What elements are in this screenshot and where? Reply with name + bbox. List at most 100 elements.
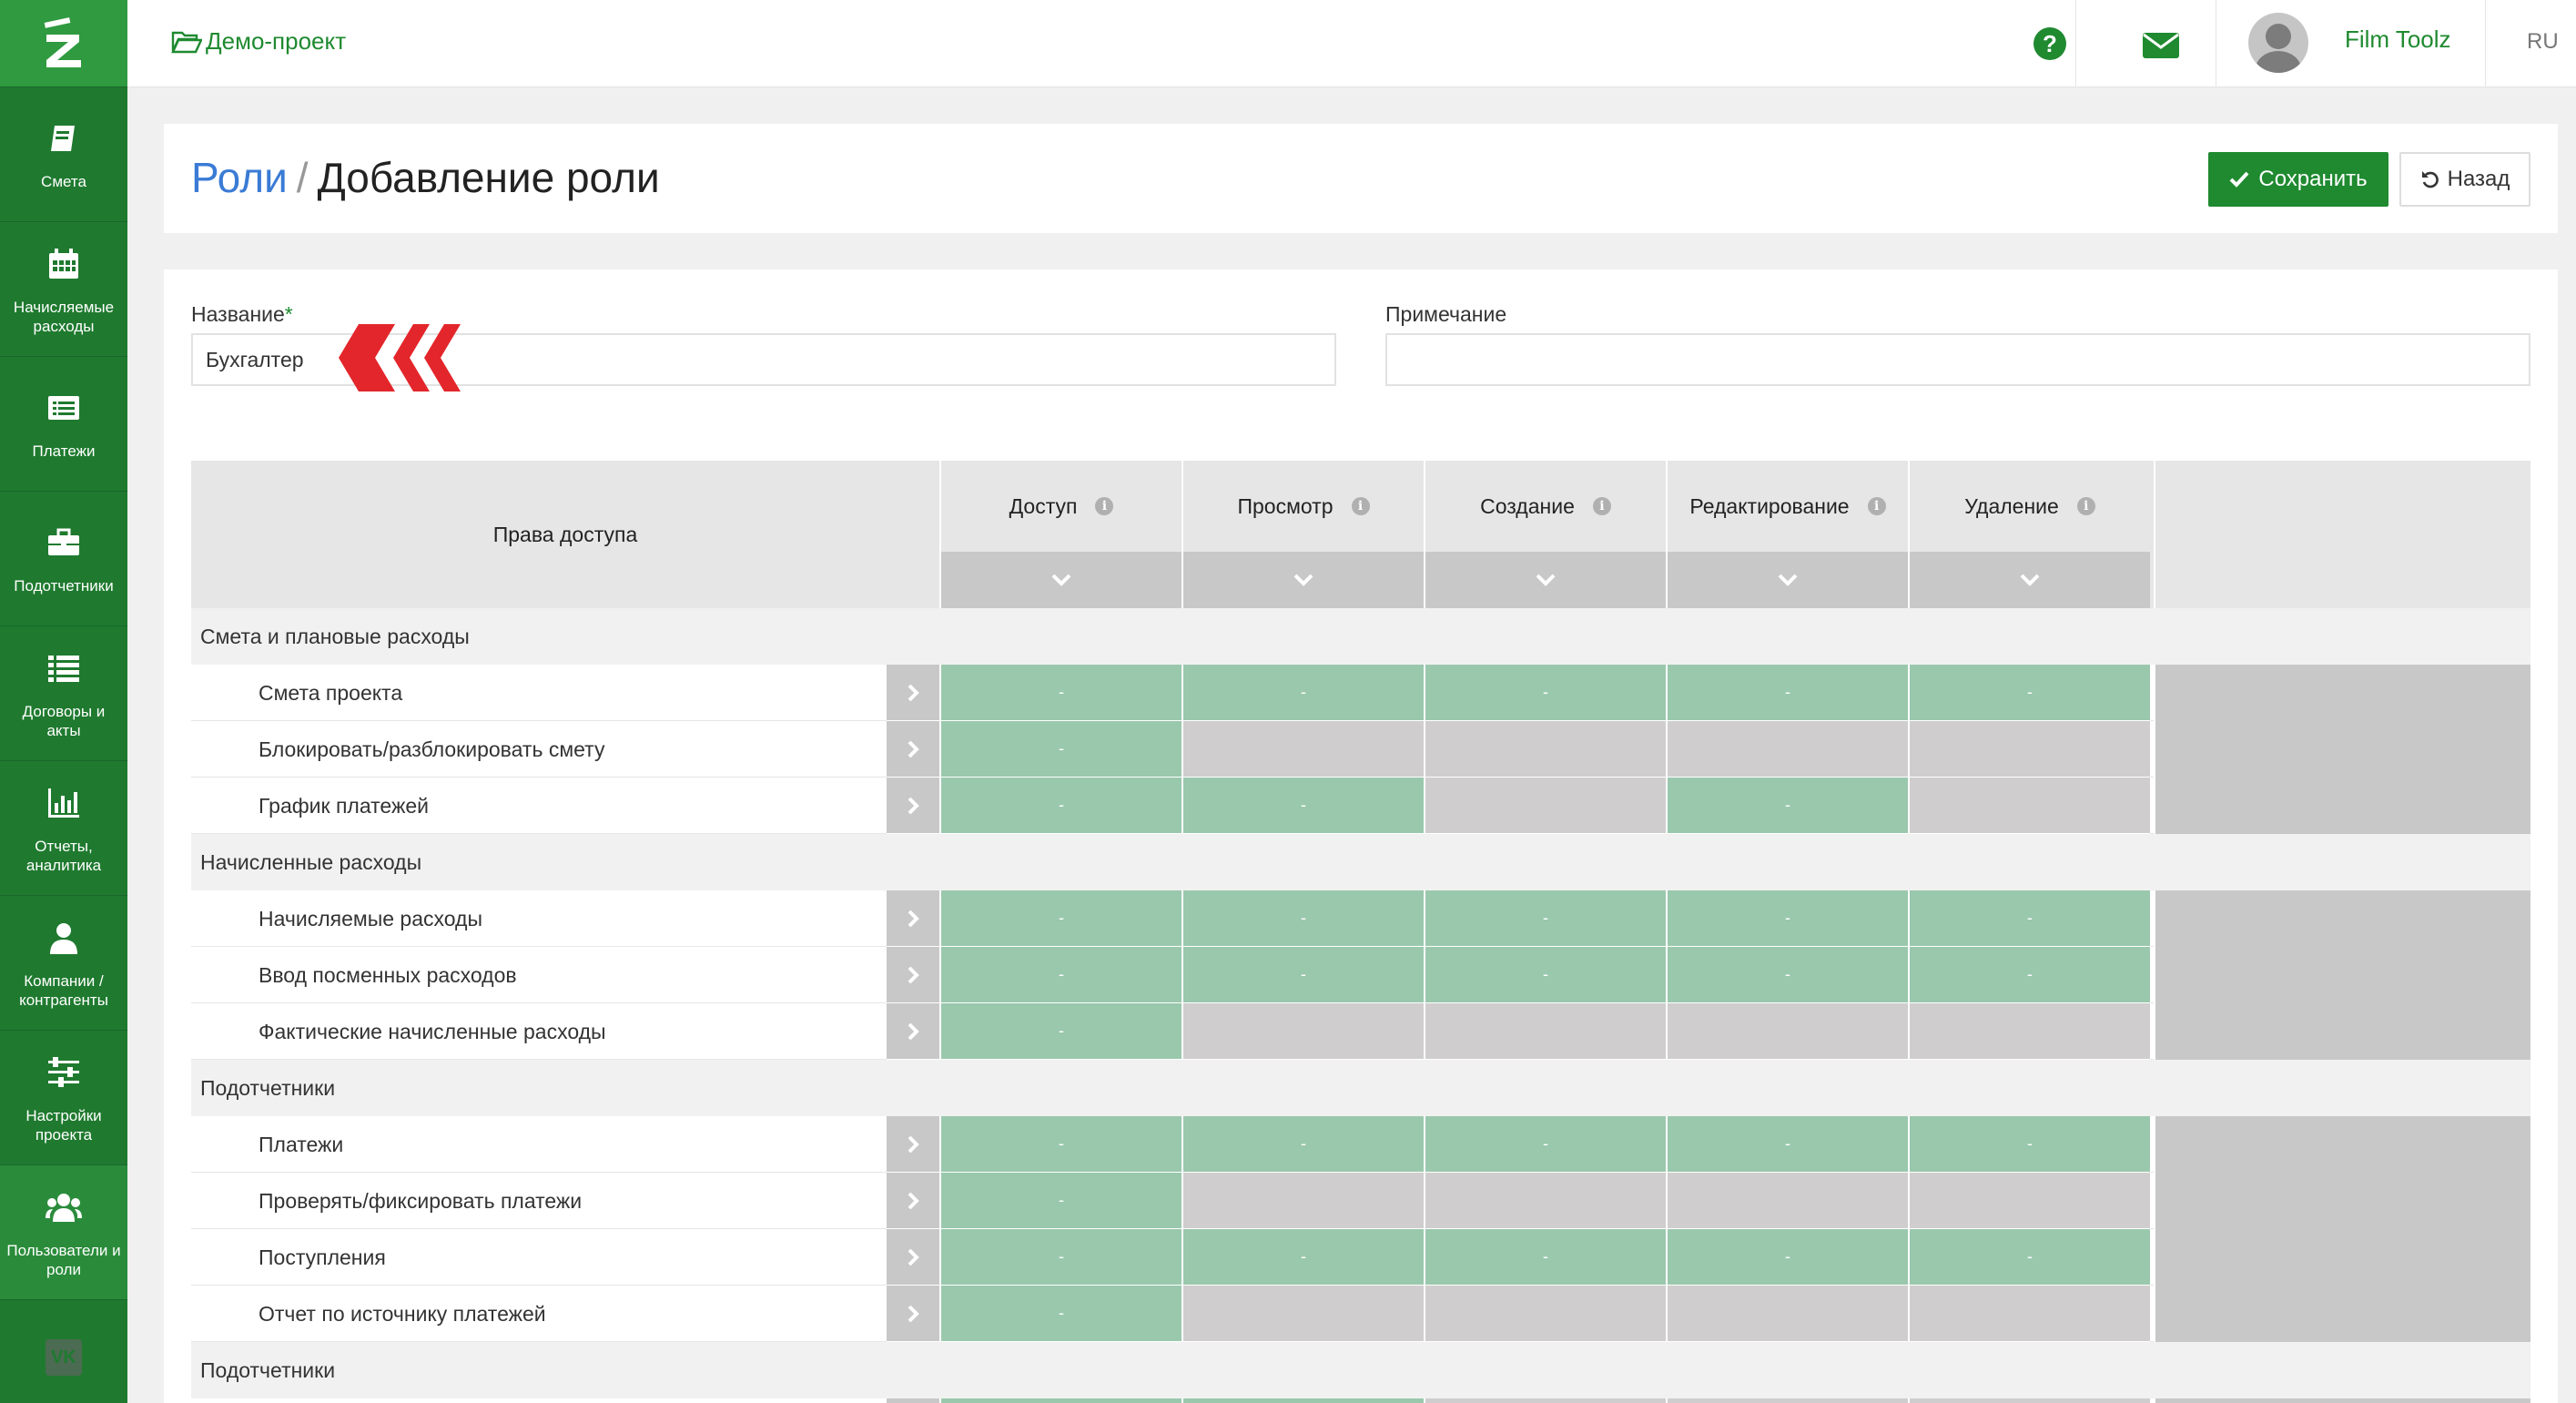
table-row: Ввод посменных расходов - - - - -: [191, 947, 2530, 1003]
breadcrumb-roles-link[interactable]: Роли: [191, 154, 288, 201]
permission-cell[interactable]: -: [1182, 665, 1424, 721]
permission-cell[interactable]: [1424, 1286, 1666, 1342]
permission-cell[interactable]: -: [1666, 1116, 1908, 1173]
sidebar-item-briefcase[interactable]: Подотчетники: [0, 492, 127, 626]
permission-cell[interactable]: [1424, 1003, 1666, 1060]
sidebar-item-list-alt[interactable]: Платежи: [0, 357, 127, 492]
help-icon[interactable]: ?: [2033, 27, 2066, 60]
permission-cell[interactable]: [1908, 1173, 2150, 1229]
sidebar-item-book[interactable]: Смета: [0, 87, 127, 222]
language-switch[interactable]: RU: [2527, 29, 2559, 54]
permission-cell[interactable]: [1424, 1398, 1666, 1403]
permission-cell[interactable]: -: [1182, 890, 1424, 947]
sidebar-item-users[interactable]: Пользователи и роли: [0, 1165, 127, 1300]
permission-cell[interactable]: -: [1666, 1229, 1908, 1286]
app-logo[interactable]: [0, 0, 127, 87]
sidebar-item-bar-chart[interactable]: Отчеты, аналитика: [0, 761, 127, 896]
mail-icon[interactable]: [2143, 33, 2179, 58]
permission-cell[interactable]: [1424, 721, 1666, 778]
column-toggle-all[interactable]: [1183, 552, 1424, 608]
expand-row-button[interactable]: [887, 1003, 939, 1060]
permission-cell[interactable]: -: [1182, 1116, 1424, 1173]
permission-cell[interactable]: [1182, 1286, 1424, 1342]
permission-cell[interactable]: -: [939, 778, 1182, 834]
permission-cell[interactable]: -: [1424, 1116, 1666, 1173]
permission-cell[interactable]: [1182, 721, 1424, 778]
permission-cell[interactable]: -: [939, 721, 1182, 778]
info-icon[interactable]: i: [1095, 497, 1114, 515]
permission-cell[interactable]: -: [1908, 1116, 2150, 1173]
save-button[interactable]: Сохранить: [2208, 152, 2388, 207]
sidebar-item-user[interactable]: Компании / контрагенты: [0, 896, 127, 1031]
column-toggle-all[interactable]: [1910, 552, 2150, 608]
permission-cell[interactable]: -: [1182, 1398, 1424, 1403]
permission-cell[interactable]: [1182, 1003, 1424, 1060]
expand-row-button[interactable]: [887, 1229, 939, 1286]
permission-cell[interactable]: [1424, 1173, 1666, 1229]
column-toggle-all[interactable]: [941, 552, 1182, 608]
permission-cell[interactable]: -: [939, 947, 1182, 1003]
permission-cell[interactable]: [1424, 778, 1666, 834]
permission-cell[interactable]: -: [939, 1116, 1182, 1173]
permission-cell[interactable]: [1182, 1173, 1424, 1229]
permission-cell[interactable]: -: [1666, 890, 1908, 947]
permission-cell[interactable]: [1908, 1003, 2150, 1060]
project-selector[interactable]: Демо-проект: [171, 27, 346, 56]
permission-cell[interactable]: -: [1908, 947, 2150, 1003]
info-icon[interactable]: i: [1867, 497, 1886, 515]
permission-cell[interactable]: -: [1182, 778, 1424, 834]
permission-cell[interactable]: -: [939, 1398, 1182, 1403]
permission-cell[interactable]: -: [1908, 890, 2150, 947]
permission-cell[interactable]: -: [1666, 778, 1908, 834]
sidebar-item-sliders[interactable]: Настройки проекта: [0, 1031, 127, 1165]
info-icon[interactable]: i: [2076, 497, 2095, 515]
expand-row-button[interactable]: [887, 1398, 939, 1403]
expand-row-button[interactable]: [887, 947, 939, 1003]
permission-cell[interactable]: -: [939, 1003, 1182, 1060]
permission-cell[interactable]: -: [939, 890, 1182, 947]
expand-row-button[interactable]: [887, 1173, 939, 1229]
permission-cell[interactable]: -: [1424, 890, 1666, 947]
permission-cell[interactable]: -: [939, 1286, 1182, 1342]
permission-cell-value: -: [1543, 909, 1548, 927]
permission-cell[interactable]: [1666, 1003, 1908, 1060]
permission-cell[interactable]: -: [1424, 947, 1666, 1003]
column-toggle-all[interactable]: [1668, 552, 1908, 608]
permission-cell[interactable]: [1908, 1398, 2150, 1403]
expand-row-button[interactable]: [887, 890, 939, 947]
user-name[interactable]: Film Toolz: [2345, 25, 2451, 53]
permission-cell[interactable]: [1666, 1173, 1908, 1229]
vk-icon[interactable]: VK: [46, 1339, 82, 1376]
permission-cell[interactable]: -: [1908, 1229, 2150, 1286]
permission-cell[interactable]: [1908, 721, 2150, 778]
permission-cell[interactable]: -: [1908, 665, 2150, 721]
permission-cell[interactable]: [1666, 1286, 1908, 1342]
expand-row-button[interactable]: [887, 721, 939, 778]
permission-cell[interactable]: -: [1666, 947, 1908, 1003]
column-toggle-all[interactable]: [1425, 552, 1666, 608]
back-button[interactable]: Назад: [2399, 152, 2530, 207]
expand-row-button[interactable]: [887, 1116, 939, 1173]
permission-cell[interactable]: -: [1424, 1229, 1666, 1286]
permission-cell[interactable]: -: [1182, 1229, 1424, 1286]
permission-cell[interactable]: [1908, 778, 2150, 834]
permission-cell[interactable]: -: [939, 1173, 1182, 1229]
expand-row-button[interactable]: [887, 778, 939, 834]
sidebar-item-calendar[interactable]: Начисляемые расходы: [0, 222, 127, 357]
avatar[interactable]: [2248, 13, 2308, 73]
permission-cell[interactable]: [1908, 1286, 2150, 1342]
sidebar-item-list[interactable]: Договоры и акты: [0, 626, 127, 761]
permission-cell[interactable]: -: [1666, 665, 1908, 721]
permission-cell[interactable]: -: [1424, 665, 1666, 721]
permission-cell[interactable]: [1666, 721, 1908, 778]
permission-cell[interactable]: -: [939, 665, 1182, 721]
note-input[interactable]: [1385, 333, 2530, 386]
permission-cell[interactable]: -: [1182, 947, 1424, 1003]
expand-row-button[interactable]: [887, 665, 939, 721]
back-button-label: Назад: [2447, 167, 2510, 191]
info-icon[interactable]: i: [1592, 497, 1611, 515]
permission-cell[interactable]: -: [939, 1229, 1182, 1286]
permission-cell[interactable]: [1666, 1398, 1908, 1403]
expand-row-button[interactable]: [887, 1286, 939, 1342]
info-icon[interactable]: i: [1351, 497, 1370, 515]
